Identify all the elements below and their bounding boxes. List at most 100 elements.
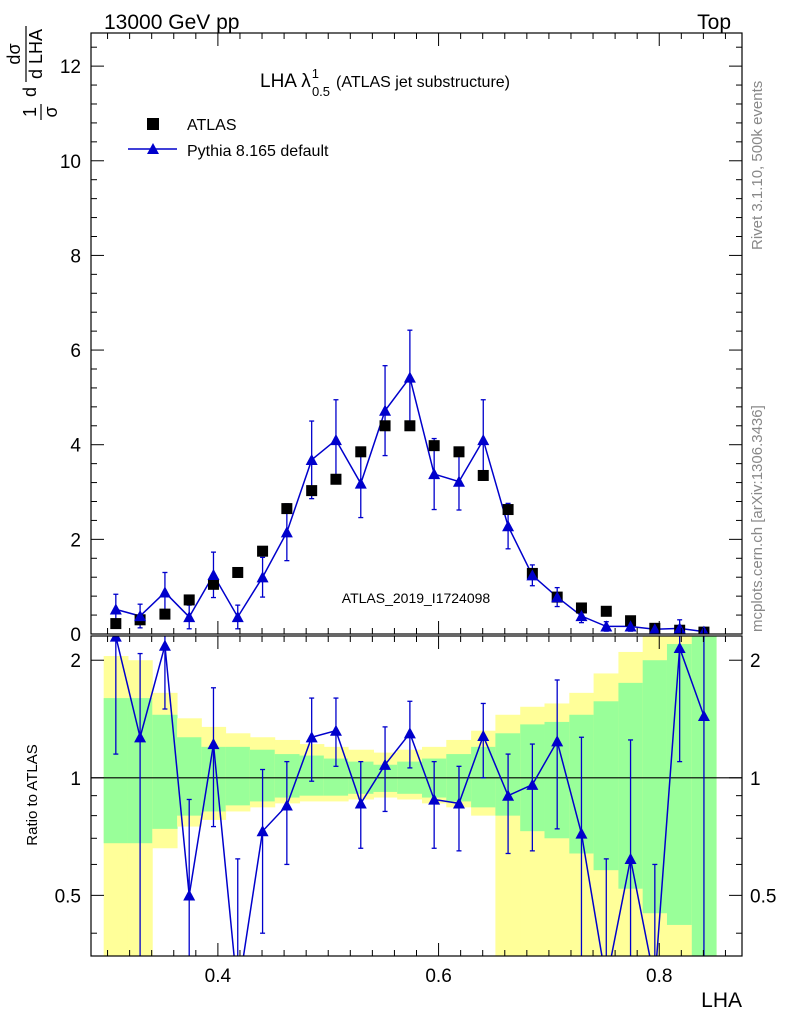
atlas-point [159,608,171,620]
svg-text:σ: σ [41,106,61,117]
ratio-point [452,797,465,809]
ratio-point [354,797,367,809]
band-inner-bin [225,746,251,806]
pythia-point [231,610,244,623]
ratio-point [673,641,686,654]
main-y-tick-label: 6 [70,341,81,362]
main-y-tick-label: 12 [60,57,81,78]
atlas-point [257,545,269,557]
pythia-point [379,404,392,416]
ratio-y-tick-label: 0.5 [55,886,81,907]
atlas-point [600,605,612,617]
pythia-point [207,568,220,580]
ratio-y-tick-label: 2 [70,651,81,672]
pythia-point [354,477,367,489]
atlas-point [355,446,367,458]
analysis-watermark: ATLAS_2019_I1724098 [342,590,491,606]
main-series [109,329,710,634]
x-axis-label: LHA [701,989,742,1012]
atlas-point [232,566,244,578]
pythia-point [600,620,613,632]
x-tick-label: 0.4 [205,966,232,987]
ratio-point [428,793,441,805]
pythia-point [551,591,564,603]
ratio-point [551,735,564,747]
ratio-y-tick-label: 1 [70,769,81,790]
atlas-point [207,578,219,590]
svg-text:d LHA: d LHA [26,29,46,79]
pythia-point [502,520,515,532]
atlas-point [575,602,587,614]
pythia-point [158,586,171,598]
main-y-tick-label: 0 [70,625,81,646]
ratio-y-tick-label-right: 1 [750,769,761,790]
ratio-point [134,731,147,743]
header-right: Top [697,11,731,34]
legend-pythia-label: Pythia 8.165 default [187,143,329,160]
pythia-point [428,468,441,480]
pythia-point [329,433,342,446]
pythia-point [280,526,293,538]
pythia-point [452,475,465,487]
x-tick-label: 0.8 [646,966,672,987]
legend: ATLAS Pythia 8.165 default [128,117,329,160]
ratio-point [305,731,318,743]
pythia-point [305,453,318,465]
main-y-tick-label: 4 [70,436,81,457]
atlas-point [453,446,465,458]
pythia-point [183,610,196,623]
chart-title: LHA λ1 0.5(ATLAS jet substructure) [260,66,510,99]
pythia-point [575,610,588,622]
atlas-point [110,618,122,630]
pythia-point [624,620,637,632]
atlas-point [281,503,293,515]
main-y-tick-label: 2 [70,530,81,551]
mcplots-credit-label: mcplots.cern.ch [arXiv:1306.3436] [749,405,766,632]
svg-text:1: 1 [20,107,40,117]
ratio-point [477,729,490,742]
svg-text:d: d [20,87,40,97]
ratio-point [697,709,710,722]
pythia-point [134,610,147,622]
pythia-point [526,569,539,581]
x-tick-label: 0.6 [425,966,451,987]
atlas-point [428,440,440,452]
ratio-point [526,778,539,790]
pythia-point [109,603,122,615]
atlas-point [477,469,489,481]
ratio-point [280,799,293,811]
ratio-point [109,636,122,642]
pythia-point [403,371,416,383]
ratio-y-axis-label: Ratio to ATLAS [24,744,41,845]
ratio-y-tick-label-right: 2 [750,651,761,672]
pythia-point [673,622,686,634]
legend-atlas-marker [147,118,159,130]
atlas-point [306,485,318,497]
pythia-point [699,625,709,634]
pythia-point [649,623,661,634]
header-left: 13000 GeV pp [104,11,239,34]
atlas-point [330,473,342,485]
ratio-point [256,825,269,837]
ratio-point [379,758,392,770]
main-y-tick-label: 10 [60,152,81,173]
pythia-point [477,433,490,446]
ratio-point [575,827,588,839]
legend-atlas-label: ATLAS [187,117,237,134]
ratio-point [329,724,342,736]
svg-text:dσ: dσ [4,43,24,64]
ratio-point [624,852,637,864]
atlas-point [183,594,195,606]
ratio-point [183,889,196,901]
ratio-point [502,789,515,801]
atlas-point [502,504,514,516]
ratio-point [158,639,171,651]
atlas-point [404,420,416,432]
ratio-point [403,727,416,739]
atlas-point [379,420,391,432]
rivet-version-label: Rivet 3.1.10, 500k events [749,81,766,250]
main-y-axis-label: 1 σ d dσ d LHA [4,26,61,120]
ratio-point [207,738,220,750]
main-y-tick-label: 8 [70,246,81,267]
